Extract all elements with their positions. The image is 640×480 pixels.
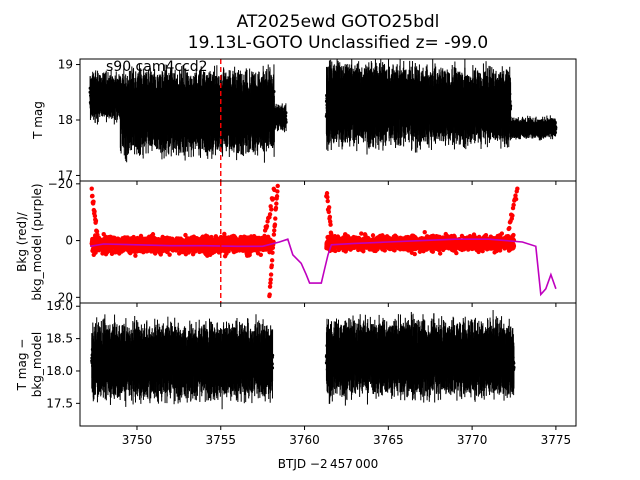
data-point (284, 111, 288, 115)
chart-title-line2: 19.13L-GOTO Unclassified z= -99.0 (188, 33, 488, 53)
data-point (284, 120, 288, 124)
plot-area-tmag (88, 59, 558, 163)
chart-title-line1: AT2025ewd GOTO25bdl (237, 12, 440, 32)
data-series-tmag (88, 59, 558, 163)
